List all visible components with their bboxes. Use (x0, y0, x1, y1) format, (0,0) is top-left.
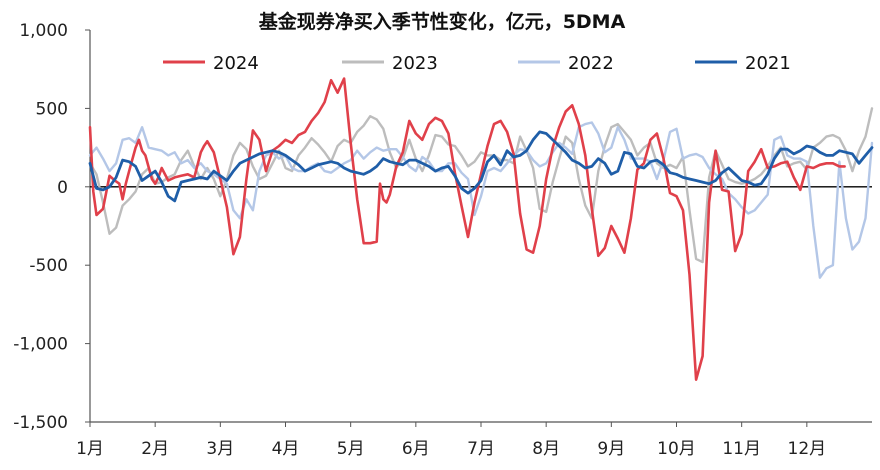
series-line-2023 (88, 107, 874, 264)
series-line-2021 (88, 130, 874, 203)
x-tick-label: 7月 (467, 439, 495, 459)
x-tick-label: 9月 (597, 439, 625, 459)
legend-label-2024: 2024 (213, 53, 259, 74)
x-tick-label: 10月 (657, 439, 696, 459)
x-tick-label: 11月 (722, 439, 761, 459)
y-tick-label: 0 (57, 178, 68, 198)
x-tick-label: 12月 (788, 439, 827, 459)
legend: 2024 2023 2022 2021 (163, 53, 791, 74)
y-tick-label: -500 (29, 256, 68, 276)
x-tick-label: 2月 (141, 439, 169, 459)
y-tick-label: 1,000 (19, 21, 68, 41)
y-axis: 1,000 500 0 -500 -1,000 -1,500 (13, 21, 91, 433)
x-tick-label: 3月 (206, 439, 234, 459)
x-tick-label: 8月 (532, 439, 560, 459)
legend-label-2022: 2022 (568, 53, 614, 74)
x-tick-label: 4月 (272, 439, 300, 459)
series-lines (88, 77, 874, 382)
x-axis: 1月 2月 3月 4月 5月 6月 7月 8月 9月 10月 11月 12月 (76, 186, 872, 459)
x-tick-label: 6月 (402, 439, 430, 459)
y-tick-label: -1,500 (13, 413, 68, 433)
y-tick-label: -1,000 (13, 335, 68, 355)
legend-label-2021: 2021 (745, 53, 791, 74)
legend-label-2023: 2023 (392, 53, 438, 74)
x-tick-label: 1月 (76, 439, 104, 459)
y-tick-label: 500 (36, 99, 68, 119)
series-line-2024 (88, 77, 846, 382)
chart-title: 基金现券净买入季节性变化，亿元，5DMA (258, 10, 626, 33)
x-tick-label: 5月 (337, 439, 365, 459)
